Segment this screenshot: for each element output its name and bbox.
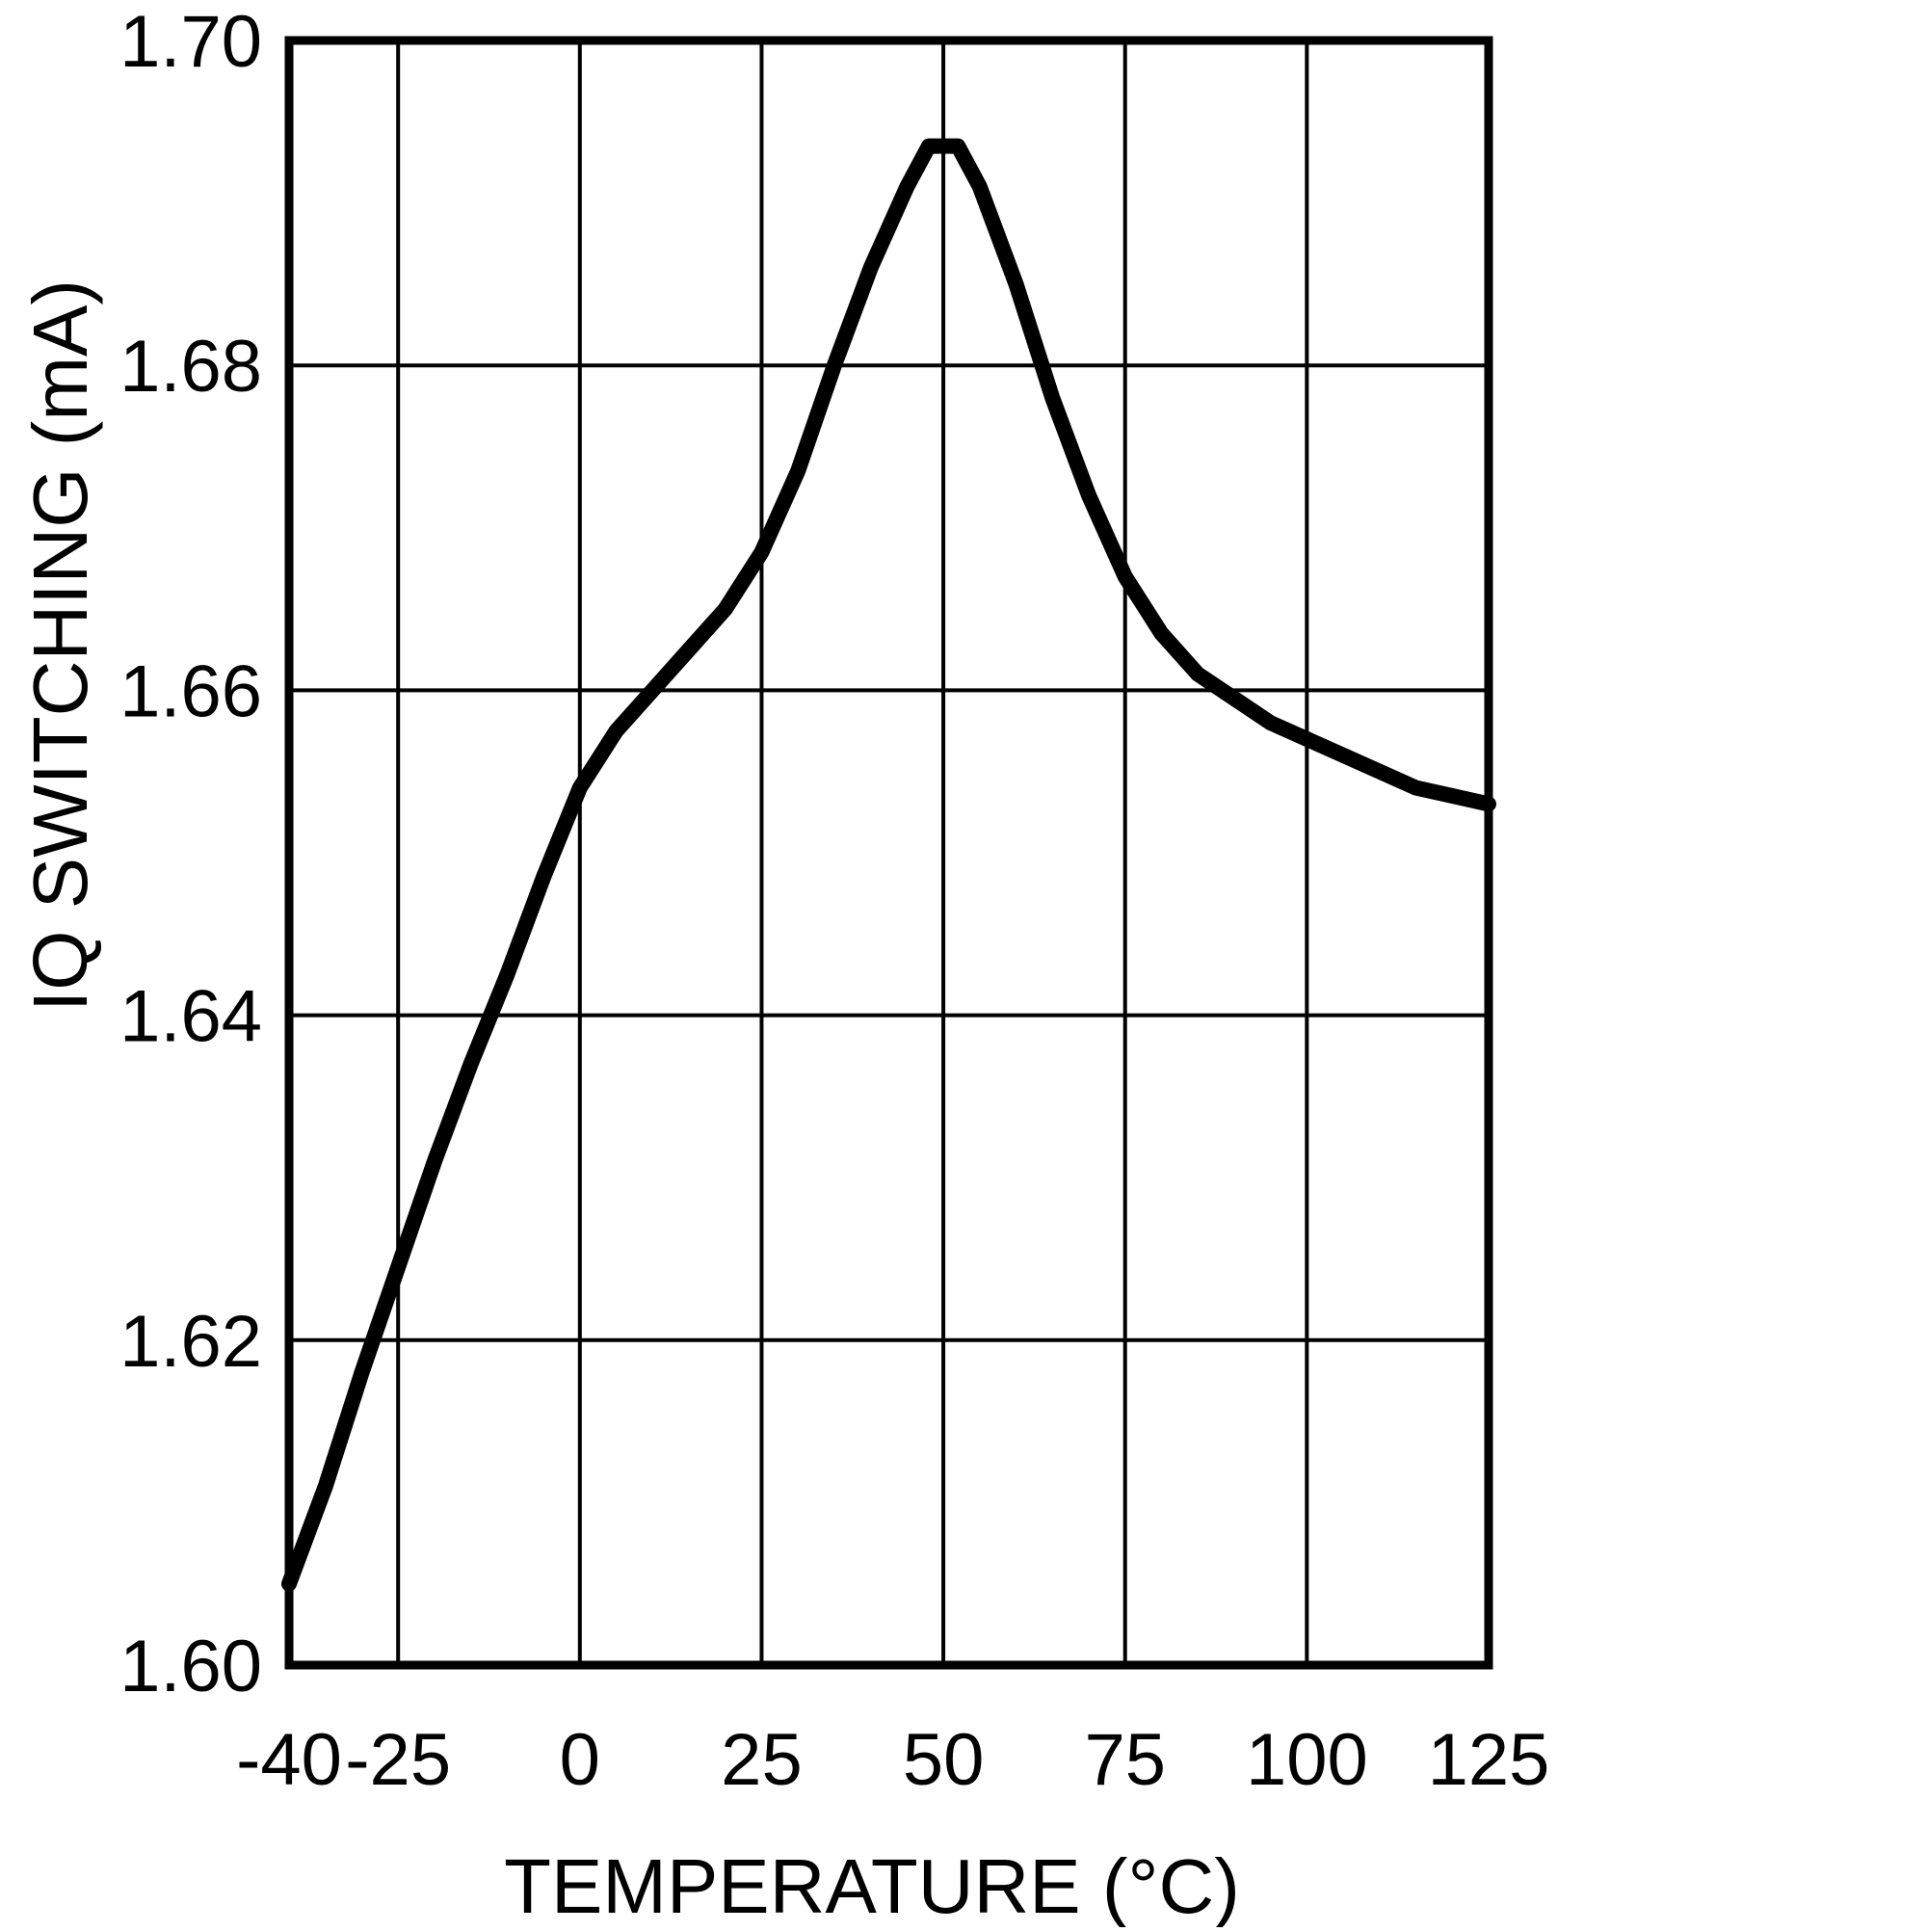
y-axis-label: IQ SWITCHING (mA) bbox=[17, 279, 103, 1012]
curve-layer bbox=[281, 138, 1496, 1592]
y-tick-label: 1.62 bbox=[119, 1301, 262, 1383]
x-tick-label: -40 bbox=[236, 1719, 342, 1801]
x-axis-label: TEMPERATURE (°C) bbox=[504, 1843, 1240, 1927]
y-tick-label: 1.60 bbox=[119, 1626, 262, 1707]
y-tick-label: 1.70 bbox=[119, 1, 262, 83]
y-tick-label: 1.68 bbox=[119, 326, 262, 408]
x-tick-label: 0 bbox=[560, 1719, 600, 1801]
x-tick-label: 25 bbox=[721, 1719, 803, 1801]
y-tick-label: 1.64 bbox=[119, 976, 262, 1058]
x-tick-label: -25 bbox=[345, 1719, 451, 1801]
x-tick-label: 50 bbox=[903, 1719, 985, 1801]
x-tick-label: 125 bbox=[1428, 1719, 1550, 1801]
y-tick-label: 1.66 bbox=[119, 650, 262, 732]
data-curve bbox=[281, 138, 1496, 1592]
tick-layer: -40 -25 0 25 50 75 100 125 1.60 1.62 1.64 1.66 1.68 1… bbox=[119, 1, 1549, 1801]
grid-layer bbox=[287, 39, 1491, 1667]
x-tick-label: 75 bbox=[1084, 1719, 1166, 1801]
x-tick-label: 100 bbox=[1246, 1719, 1368, 1801]
plot-border bbox=[284, 36, 1493, 1670]
